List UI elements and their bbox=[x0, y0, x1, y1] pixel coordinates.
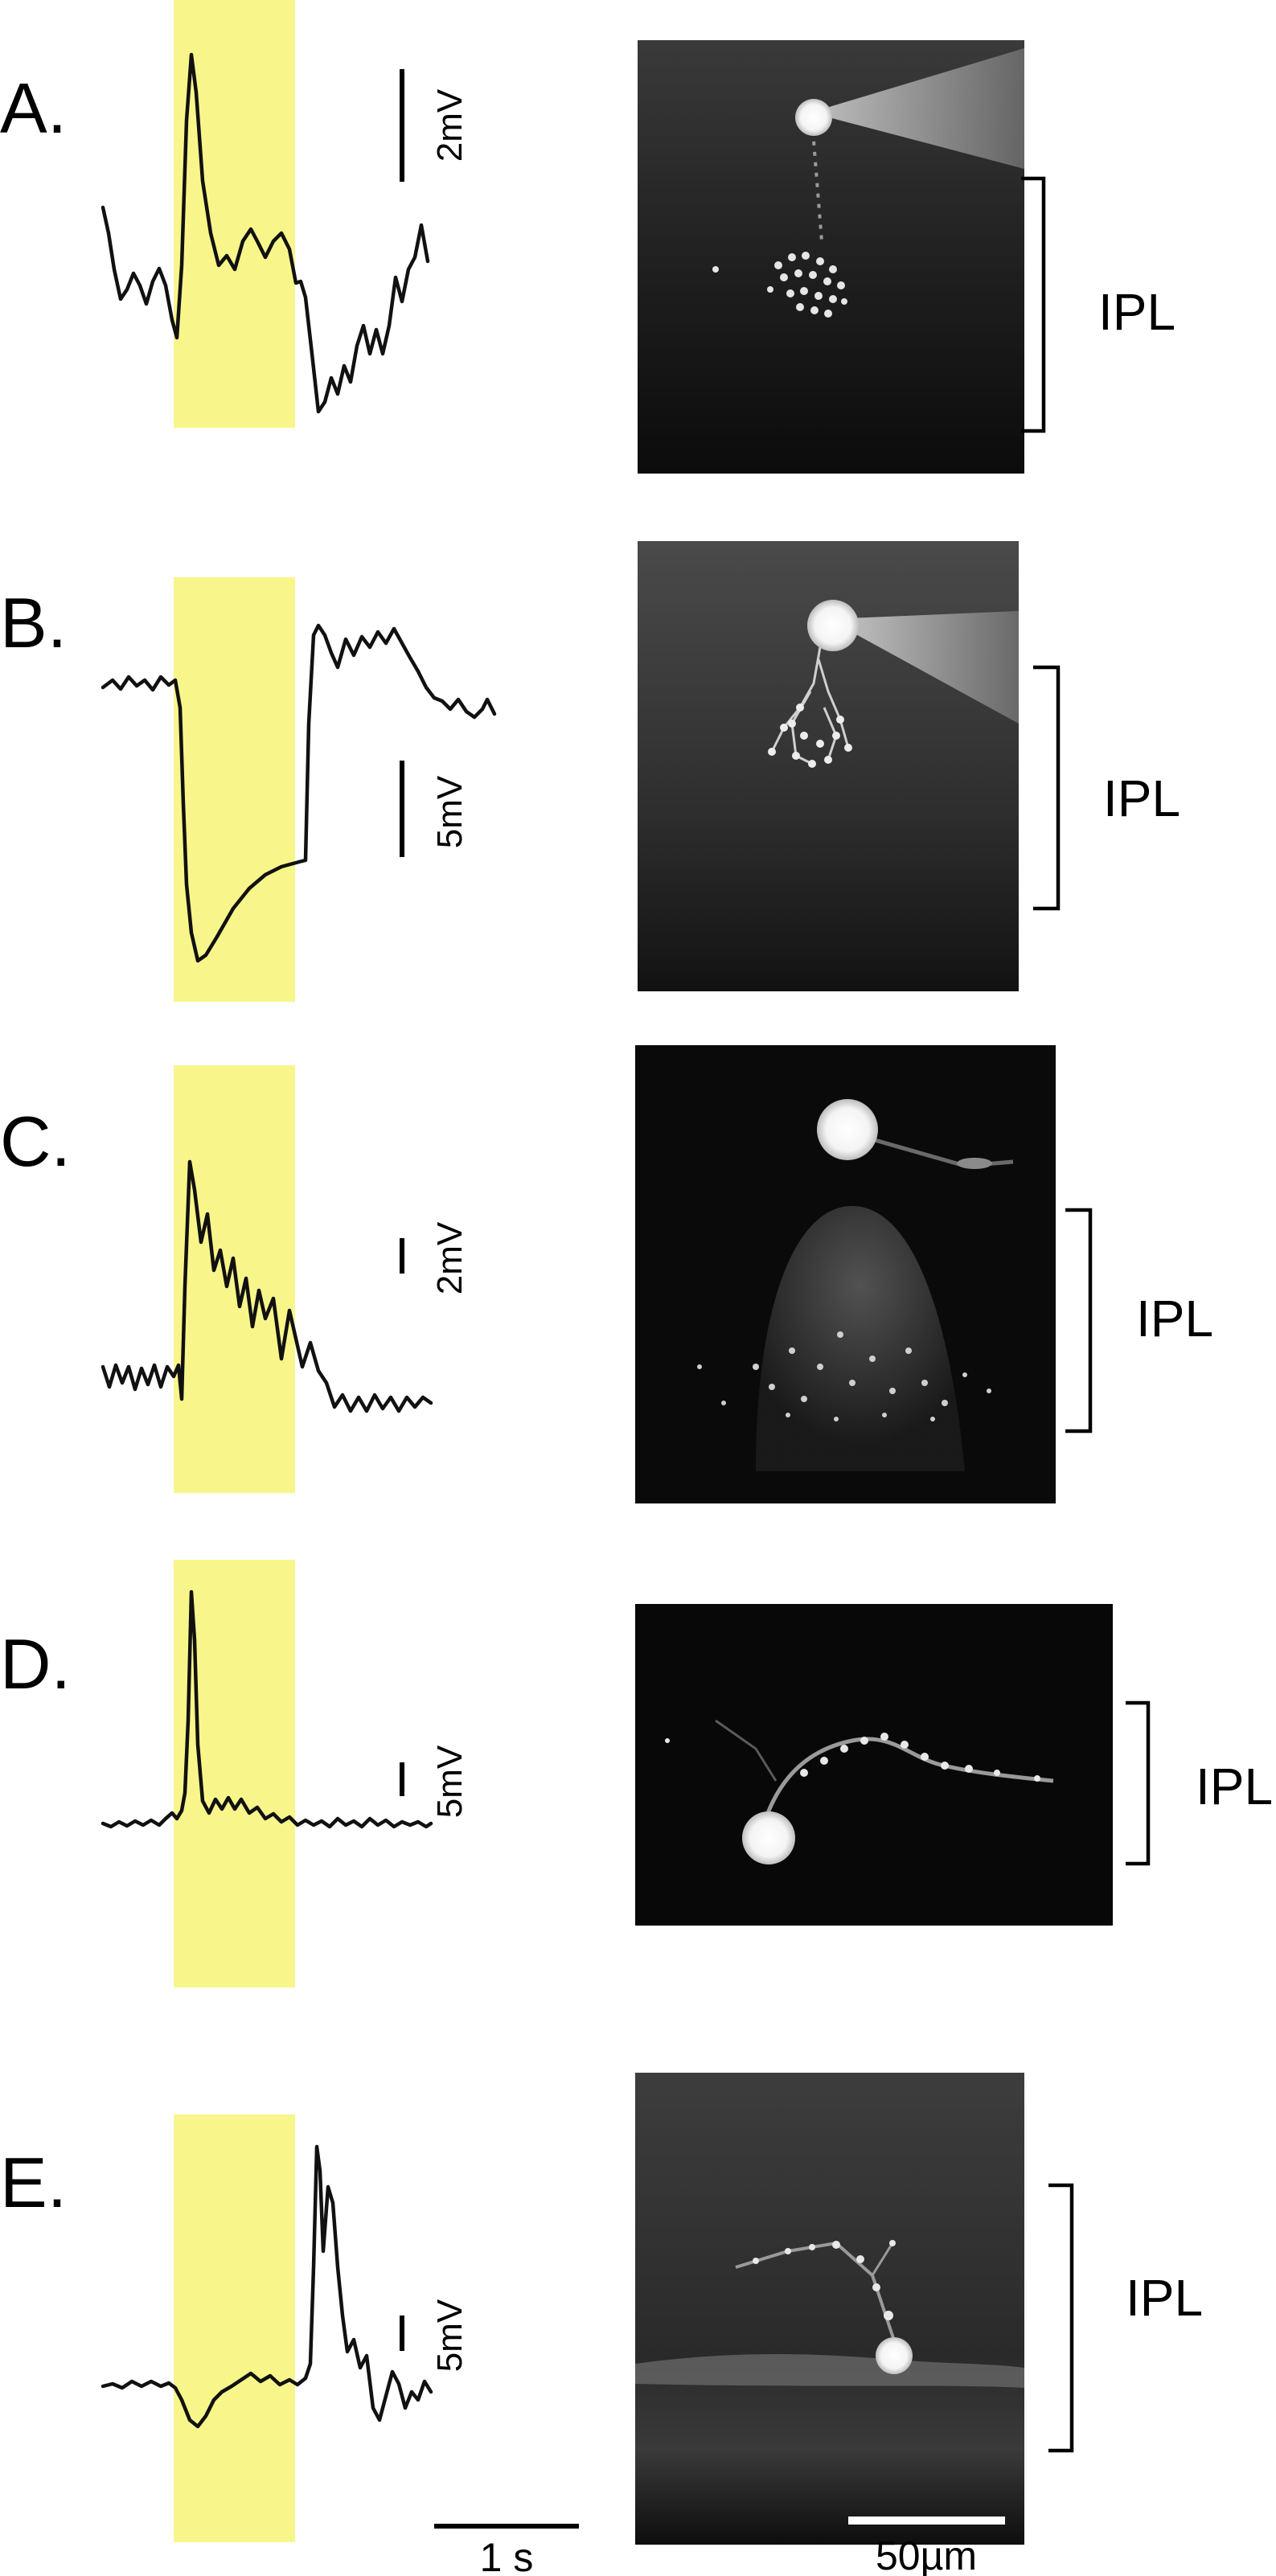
panel-b: B. 5mV IPL bbox=[0, 541, 1180, 1002]
soma bbox=[876, 2337, 913, 2374]
voltage-scale-label: 2mV bbox=[430, 1221, 470, 1294]
dendrite-puncta bbox=[753, 2240, 896, 2320]
voltage-trace bbox=[101, 2144, 433, 2429]
ipl-bracket bbox=[1033, 665, 1061, 911]
dendrite-puncta bbox=[665, 1733, 1040, 1782]
panel-a: A. 2mV IPL bbox=[0, 0, 1175, 474]
ipl-label: IPL bbox=[1136, 1290, 1213, 1347]
panel-c: C. 2mV IPL bbox=[0, 1045, 1213, 1503]
panel-label: D. bbox=[0, 1624, 71, 1704]
soma bbox=[817, 1099, 878, 1160]
panel-d: D. 5mV IPL bbox=[0, 1560, 1273, 1987]
voltage-scale-label: 5mV bbox=[430, 2299, 470, 2372]
voltage-trace bbox=[101, 1589, 433, 1829]
dendrite-puncta bbox=[712, 252, 847, 318]
ipl-label: IPL bbox=[1196, 1758, 1273, 1815]
dendrite-puncta bbox=[768, 703, 852, 768]
micrograph bbox=[635, 1045, 1056, 1503]
stimulus-bar bbox=[174, 2115, 295, 2542]
ipl-bracket bbox=[1021, 176, 1046, 433]
micrograph bbox=[638, 40, 1024, 474]
panel-label: C. bbox=[0, 1101, 71, 1181]
soma bbox=[807, 600, 859, 651]
ipl-label: IPL bbox=[1098, 283, 1175, 341]
ipl-label: IPL bbox=[1126, 2269, 1203, 2327]
micrograph bbox=[638, 541, 1019, 991]
micrograph bbox=[635, 2073, 1024, 2545]
panel-label: A. bbox=[0, 68, 67, 148]
voltage-scale-label: 5mV bbox=[430, 775, 470, 848]
soma bbox=[795, 99, 832, 136]
soma bbox=[742, 1811, 795, 1864]
ipl-bracket bbox=[1065, 1208, 1093, 1434]
ipl-label: IPL bbox=[1103, 769, 1180, 827]
voltage-scale-label: 2mV bbox=[430, 88, 470, 162]
voltage-scale-label: 5mV bbox=[430, 1745, 470, 1818]
voltage-trace bbox=[101, 623, 497, 963]
stimulus-bar bbox=[174, 577, 295, 1002]
time-scale-label: 1 s bbox=[480, 2535, 534, 2576]
panel-label: B. bbox=[0, 583, 67, 662]
panel-e: E. 5mV IPL bbox=[0, 2073, 1203, 2545]
panel-label: E. bbox=[0, 2143, 67, 2222]
dendrite-puncta bbox=[697, 1331, 991, 1421]
length-scale-label: 50µm bbox=[876, 2533, 977, 2576]
ipl-bracket bbox=[1048, 2183, 1074, 2453]
ipl-bracket bbox=[1126, 1700, 1151, 1866]
micrograph bbox=[635, 1604, 1113, 1926]
voltage-trace bbox=[101, 1159, 433, 1413]
voltage-trace bbox=[101, 52, 430, 414]
